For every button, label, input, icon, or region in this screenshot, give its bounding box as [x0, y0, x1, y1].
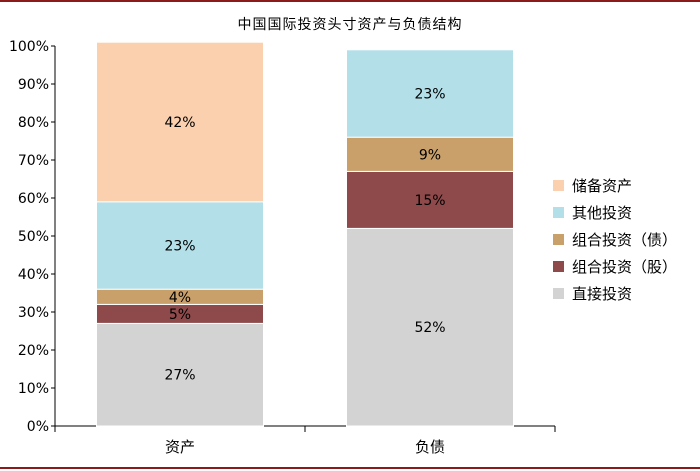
- bar-data-label: 23%: [164, 239, 195, 255]
- bar-data-label: 42%: [164, 115, 195, 131]
- legend-swatch: [553, 234, 564, 245]
- bar-data-label: 52%: [414, 320, 445, 336]
- bar-data-label: 9%: [419, 147, 441, 163]
- bar-segment: [96, 201, 264, 290]
- y-tick-label: 100%: [9, 39, 49, 55]
- y-tick-label: 80%: [18, 115, 49, 131]
- top-border-line: [0, 0, 700, 2]
- y-tick-label: 30%: [18, 305, 49, 321]
- y-tick-label: 90%: [18, 77, 49, 93]
- legend-label: 组合投资（股）: [572, 258, 678, 276]
- y-tick-label: 50%: [18, 229, 49, 245]
- legend-swatch: [553, 180, 564, 191]
- legend-label: 其他投资: [572, 204, 633, 222]
- legend-item: 组合投资（股）: [553, 253, 677, 280]
- bar-data-label: 27%: [164, 368, 195, 384]
- bar-segment: [346, 136, 514, 172]
- legend-swatch: [553, 288, 564, 299]
- bar-data-label: 4%: [169, 290, 191, 306]
- y-tick-label: 10%: [18, 381, 49, 397]
- legend-item: 组合投资（债）: [553, 226, 677, 253]
- bar-data-label: 23%: [414, 87, 445, 103]
- legend-swatch: [553, 261, 564, 272]
- legend-item: 直接投资: [553, 280, 677, 307]
- chart-legend: 储备资产其他投资组合投资（债） 组合投资（股） 直接投资: [553, 172, 677, 307]
- x-tick-label: 负债: [415, 438, 445, 456]
- bar-segment: [346, 227, 514, 427]
- x-tick-label: 资产: [165, 438, 195, 456]
- legend-swatch: [553, 207, 564, 218]
- bar-data-label: 5%: [169, 307, 191, 323]
- bar-segment: [96, 41, 264, 203]
- bar-segment: [346, 170, 514, 229]
- legend-item: 储备资产: [553, 172, 677, 199]
- chart-title: 中国国际投资头寸资产与负债结构: [237, 17, 463, 33]
- legend-item: 其他投资: [553, 199, 677, 226]
- y-tick-label: 60%: [18, 191, 49, 207]
- bottom-border-line: [0, 467, 700, 469]
- bar-segment: [96, 322, 264, 427]
- bar-segment: [346, 49, 514, 138]
- y-tick-label: 0%: [27, 419, 49, 435]
- y-tick-label: 40%: [18, 267, 49, 283]
- y-tick-label: 70%: [18, 153, 49, 169]
- y-tick-label: 20%: [18, 343, 49, 359]
- legend-label: 储备资产: [572, 177, 633, 195]
- legend-label: 直接投资: [572, 285, 633, 303]
- legend-label: 组合投资（债）: [572, 231, 678, 249]
- bar-data-label: 15%: [414, 193, 445, 209]
